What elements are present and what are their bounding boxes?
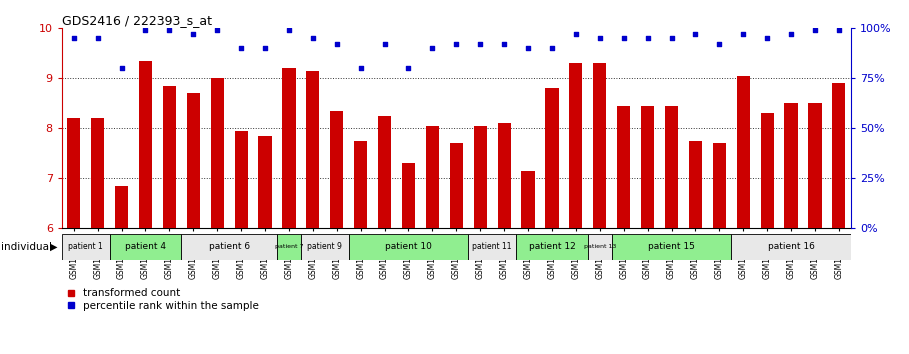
Point: [258, 46, 273, 51]
Bar: [110, 234, 182, 260]
Point: [497, 41, 512, 47]
Point: [186, 32, 201, 37]
Point: [210, 28, 225, 33]
Bar: [186, 93, 200, 228]
Legend: transformed count, percentile rank within the sample: transformed count, percentile rank withi…: [67, 289, 258, 311]
Point: [90, 35, 105, 41]
Bar: [91, 118, 105, 228]
Text: patient 13: patient 13: [584, 244, 616, 250]
Point: [305, 35, 320, 41]
Text: patient 9: patient 9: [307, 242, 343, 251]
Text: patient 16: patient 16: [767, 242, 814, 251]
Bar: [402, 163, 415, 228]
Text: individual: individual: [1, 242, 52, 252]
Bar: [516, 234, 588, 260]
Bar: [330, 111, 344, 228]
Point: [640, 35, 654, 41]
Point: [425, 46, 440, 51]
Bar: [301, 234, 349, 260]
Bar: [664, 106, 678, 228]
Bar: [713, 143, 726, 228]
Bar: [349, 234, 468, 260]
Bar: [468, 234, 516, 260]
Point: [521, 46, 535, 51]
Bar: [277, 234, 301, 260]
Text: patient 1: patient 1: [68, 242, 103, 251]
Bar: [617, 106, 630, 228]
Bar: [211, 78, 224, 228]
Bar: [522, 171, 534, 228]
Point: [688, 32, 703, 37]
Point: [760, 35, 774, 41]
Text: patient 7: patient 7: [275, 244, 304, 250]
Bar: [235, 131, 248, 228]
Bar: [283, 68, 295, 228]
Text: patient 4: patient 4: [125, 242, 166, 251]
Text: patient 11: patient 11: [473, 242, 512, 251]
Bar: [450, 143, 463, 228]
Point: [115, 65, 129, 71]
Bar: [808, 103, 822, 228]
Text: ▶: ▶: [50, 242, 57, 252]
Bar: [784, 103, 797, 228]
Point: [138, 28, 153, 33]
Bar: [474, 126, 487, 228]
Point: [664, 35, 679, 41]
Bar: [355, 141, 367, 228]
Bar: [641, 106, 654, 228]
Text: patient 10: patient 10: [385, 242, 432, 251]
Point: [616, 35, 631, 41]
Point: [784, 32, 798, 37]
Bar: [594, 63, 606, 228]
Bar: [689, 141, 702, 228]
Point: [377, 41, 392, 47]
Point: [712, 41, 726, 47]
Point: [329, 41, 344, 47]
Bar: [497, 123, 511, 228]
Text: patient 15: patient 15: [648, 242, 695, 251]
Point: [162, 28, 176, 33]
Point: [282, 28, 296, 33]
Point: [736, 32, 751, 37]
Bar: [139, 61, 152, 228]
Bar: [182, 234, 277, 260]
Point: [66, 35, 81, 41]
Bar: [761, 113, 774, 228]
Point: [593, 35, 607, 41]
Point: [449, 41, 464, 47]
Point: [473, 41, 487, 47]
Bar: [258, 136, 272, 228]
Bar: [833, 83, 845, 228]
Bar: [115, 186, 128, 228]
Bar: [62, 234, 110, 260]
Bar: [569, 63, 583, 228]
Text: patient 12: patient 12: [528, 242, 575, 251]
Point: [569, 32, 584, 37]
Point: [401, 65, 415, 71]
Bar: [736, 76, 750, 228]
Bar: [378, 116, 391, 228]
Bar: [306, 71, 319, 228]
Bar: [67, 118, 80, 228]
Point: [234, 46, 248, 51]
Text: GDS2416 / 222393_s_at: GDS2416 / 222393_s_at: [62, 14, 212, 27]
Bar: [425, 126, 439, 228]
Bar: [163, 86, 176, 228]
Bar: [545, 88, 558, 228]
Point: [808, 28, 823, 33]
Point: [544, 46, 559, 51]
Bar: [588, 234, 612, 260]
Point: [354, 65, 368, 71]
Bar: [612, 234, 731, 260]
Bar: [731, 234, 851, 260]
Text: patient 6: patient 6: [209, 242, 250, 251]
Point: [832, 28, 846, 33]
